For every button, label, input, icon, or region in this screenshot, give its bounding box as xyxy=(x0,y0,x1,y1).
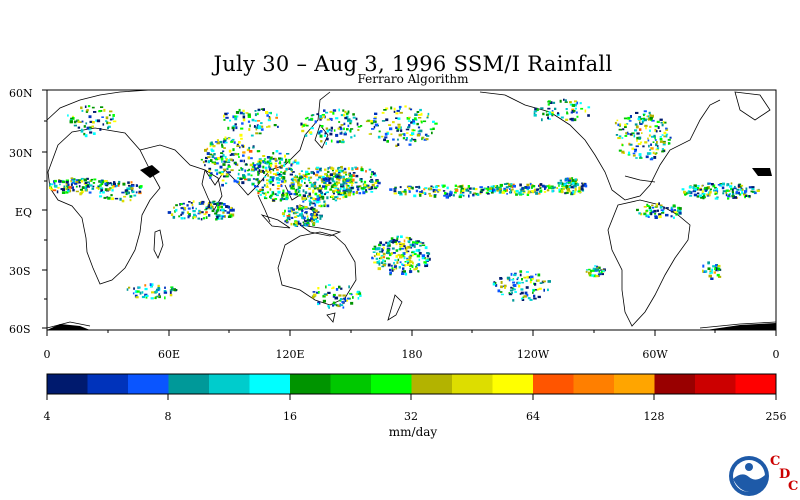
colorbar-swatch xyxy=(330,374,372,394)
lon-label-120w: 120W xyxy=(517,348,550,361)
cdc-letter-c2: C xyxy=(788,479,799,494)
lon-label-60e: 60E xyxy=(158,348,180,361)
colorbar-label-128: 128 xyxy=(644,410,665,423)
colorbar-swatch xyxy=(492,374,534,394)
colorbar-swatch xyxy=(573,374,615,394)
cdc-letter-c1: C xyxy=(770,454,781,469)
map-title: July 30 – Aug 3, 1996 SSM/I Rainfall xyxy=(213,52,613,76)
lat-label-30s: 30S xyxy=(9,265,31,278)
dark-blob-east xyxy=(752,168,772,176)
colorbar-swatch xyxy=(695,374,736,394)
colorbar-label-64: 64 xyxy=(526,410,540,423)
map-frame xyxy=(46,89,777,331)
colorbar-swatch xyxy=(87,374,129,394)
colorbar-label-4: 4 xyxy=(44,410,51,423)
red-sea-fill xyxy=(140,165,160,178)
lat-label-60n: 60N xyxy=(9,87,33,100)
colorbar-swatch xyxy=(452,374,493,394)
colorbar-swatch xyxy=(614,374,655,394)
antarctica-fill-left xyxy=(47,324,90,330)
lon-ticks xyxy=(46,330,777,336)
colorbar-swatch xyxy=(735,374,777,394)
colorbar-label-8: 8 xyxy=(165,410,172,423)
colorbar-units: mm/day xyxy=(388,425,438,439)
colorbar-ticks xyxy=(46,394,777,400)
colorbar-swatch xyxy=(654,374,696,394)
lat-label-eq: EQ xyxy=(15,206,32,219)
lat-label-60s: 60S xyxy=(9,323,31,336)
antarctica-fill-right xyxy=(706,323,776,330)
colorbar-swatch xyxy=(371,374,412,394)
map-subtitle: Ferraro Algorithm xyxy=(357,72,469,86)
colorbar xyxy=(47,374,777,394)
colorbar-swatch xyxy=(533,374,574,394)
lat-label-30n: 30N xyxy=(9,147,33,160)
colorbar-label-32: 32 xyxy=(404,410,418,423)
lon-label-60w: 60W xyxy=(642,348,668,361)
colorbar-swatch xyxy=(249,374,291,394)
colorbar-swatch xyxy=(47,374,88,394)
lon-label-180: 180 xyxy=(402,348,423,361)
colorbar-swatch xyxy=(168,374,210,394)
rainfall-data-layer xyxy=(49,98,760,309)
colorbar-swatch xyxy=(209,374,250,394)
colorbar-label-16: 16 xyxy=(283,410,297,423)
lon-label-0-right: 0 xyxy=(773,348,780,361)
colorbar-label-256: 256 xyxy=(766,410,787,423)
colorbar-swatch xyxy=(290,374,331,394)
cdc-letter-d: D xyxy=(779,467,791,482)
lon-label-120e: 120E xyxy=(275,348,304,361)
noaa-logo-icon xyxy=(729,456,769,496)
lat-ticks xyxy=(42,89,47,329)
colorbar-swatch xyxy=(411,374,453,394)
colorbar-swatch xyxy=(128,374,169,394)
lon-label-0: 0 xyxy=(44,348,51,361)
